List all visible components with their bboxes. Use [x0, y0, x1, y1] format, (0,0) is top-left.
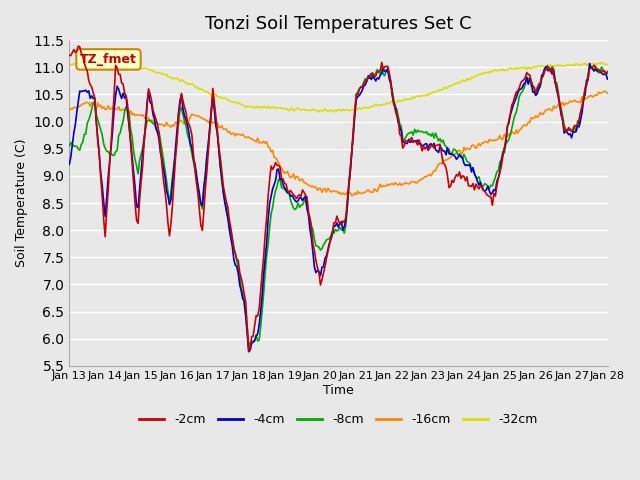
Title: Tonzi Soil Temperatures Set C: Tonzi Soil Temperatures Set C: [205, 15, 472, 33]
X-axis label: Time: Time: [323, 384, 354, 396]
Y-axis label: Soil Temperature (C): Soil Temperature (C): [15, 139, 28, 267]
Text: TZ_fmet: TZ_fmet: [80, 53, 137, 66]
Legend: -2cm, -4cm, -8cm, -16cm, -32cm: -2cm, -4cm, -8cm, -16cm, -32cm: [134, 408, 543, 432]
